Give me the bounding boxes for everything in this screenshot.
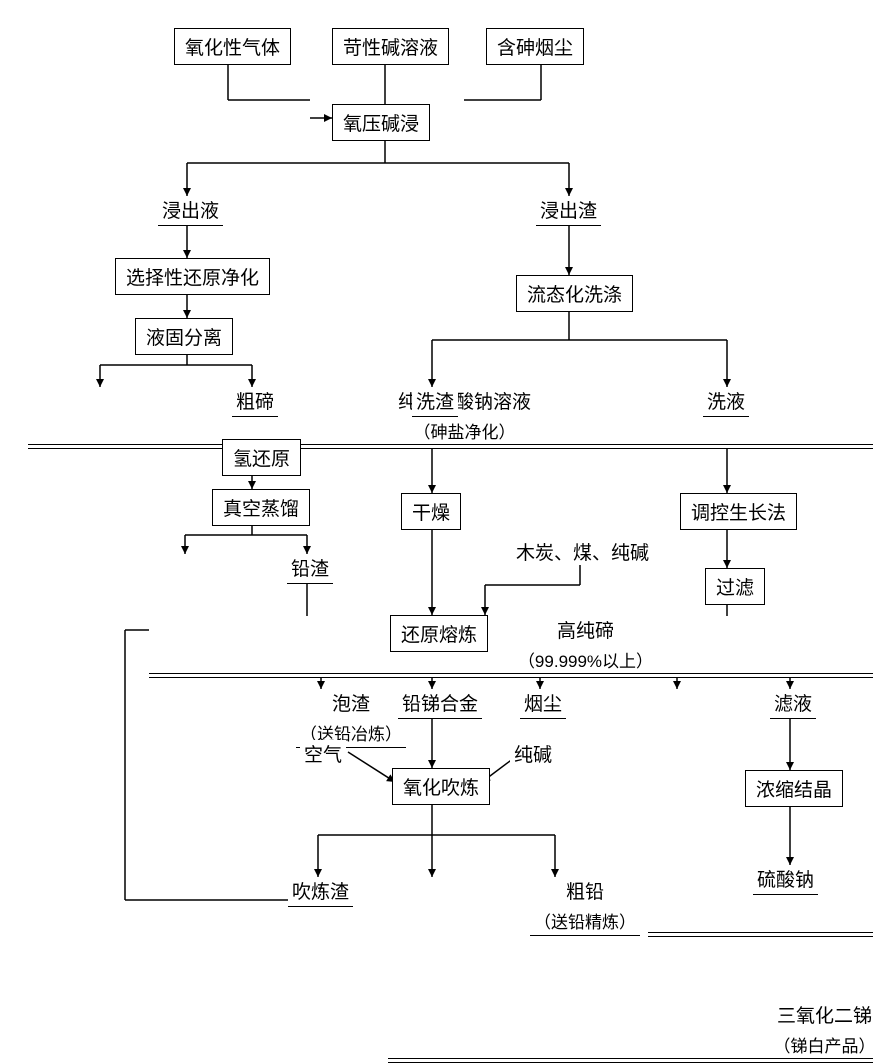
node-label: 滤液 [774, 694, 812, 715]
flow-node-n5: 浸出液 [158, 196, 223, 226]
flow-node-n27: 三氧化二锑 （锑白产品） [388, 1001, 873, 1063]
flow-node-n31: 过滤 [705, 568, 765, 605]
flow-node-n28: 粗铅 （送铅精炼） [530, 877, 640, 936]
flow-node-n6: 浸出渣 [536, 196, 601, 226]
node-sublabel: （砷盐净化） [32, 418, 873, 443]
node-label: 选择性还原净化 [126, 268, 259, 289]
node-label: 调控生长法 [691, 503, 786, 524]
node-label: 木炭、煤、纯碱 [516, 543, 649, 564]
flow-node-n9: 液固分离 [135, 318, 233, 355]
flow-node-n11: 粗碲 [232, 387, 278, 417]
flow-node-n12: 氢还原 [222, 439, 301, 476]
node-label: 洗渣 [416, 392, 454, 413]
flow-node-n1: 氧化性气体 [174, 28, 291, 65]
node-label: 纯碱 [514, 745, 552, 766]
flow-node-n25: 氧化吹炼 [392, 768, 490, 805]
node-label: 真空蒸馏 [223, 499, 299, 520]
node-label: 硫酸钠 [757, 870, 814, 891]
node-label: 苛性碱溶液 [343, 38, 438, 59]
node-sublabel: （锑白产品） [392, 1032, 873, 1057]
node-label: 粗碲 [236, 392, 274, 413]
node-label: 含砷烟尘 [497, 38, 573, 59]
flow-node-n26: 吹炼渣 [288, 877, 353, 907]
node-label: 氧化性气体 [185, 38, 280, 59]
flow-node-n16: 洗渣 [412, 387, 458, 417]
flow-node-n14: 高纯碲 （99.999%以上） [149, 616, 873, 678]
flow-node-n21: 铅锑合金 [398, 689, 482, 719]
node-label: 液固分离 [146, 328, 222, 349]
flow-node-n18: 木炭、煤、纯碱 [512, 538, 653, 565]
node-label: 洗液 [707, 392, 745, 413]
node-label: 吹炼渣 [292, 882, 349, 903]
node-label: 浸出液 [162, 201, 219, 222]
flow-node-n13: 真空蒸馏 [212, 489, 310, 526]
node-label: 铅渣 [291, 559, 329, 580]
node-label: 过滤 [716, 578, 754, 599]
flow-node-n15: 铅渣 [287, 554, 333, 584]
flow-node-n35: 硫酸钠 [753, 865, 818, 895]
node-sublabel: （送铅精炼） [534, 908, 636, 933]
flow-node-n24: 纯碱 [510, 740, 556, 767]
flow-node-n29: 洗液 [703, 387, 749, 417]
flow-node-n33: 滤液 [770, 689, 816, 719]
flow-node-n34: 浓缩结晶 [745, 770, 843, 807]
node-label: 流态化洗涤 [527, 285, 622, 306]
flow-node-n2: 苛性碱溶液 [332, 28, 449, 65]
flow-node-n4: 氧压碱浸 [332, 104, 430, 141]
node-label: 泡渣 [332, 694, 370, 715]
node-sublabel: （99.999%以上） [153, 647, 873, 672]
node-label: 还原熔炼 [401, 625, 477, 646]
flow-node-n19: 还原熔炼 [390, 615, 488, 652]
node-label: 氧化吹炼 [403, 778, 479, 799]
flow-node-n8: 流态化洗涤 [516, 275, 633, 312]
node-label: 烟尘 [524, 694, 562, 715]
node-sublabel: （固化堆存） [652, 906, 873, 931]
flow-node-n22: 烟尘 [520, 689, 566, 719]
node-label: 干燥 [412, 503, 450, 524]
node-label: 氧压碱浸 [343, 114, 419, 135]
flow-node-n17: 干燥 [401, 493, 461, 530]
node-label: 浓缩结晶 [756, 780, 832, 801]
node-label: 氢还原 [233, 449, 290, 470]
flow-node-n30: 调控生长法 [680, 493, 797, 530]
node-label: 浸出渣 [540, 201, 597, 222]
node-label: 铅锑合金 [402, 694, 478, 715]
flow-node-n7: 选择性还原净化 [115, 258, 270, 295]
node-label: 三氧化二锑 [777, 1006, 872, 1027]
node-label: 粗铅 [566, 882, 604, 903]
flow-node-n23: 空气 [300, 740, 346, 767]
node-label: 空气 [304, 745, 342, 766]
flow-node-n3: 含砷烟尘 [486, 28, 584, 65]
node-label: 高纯碲 [557, 621, 614, 642]
